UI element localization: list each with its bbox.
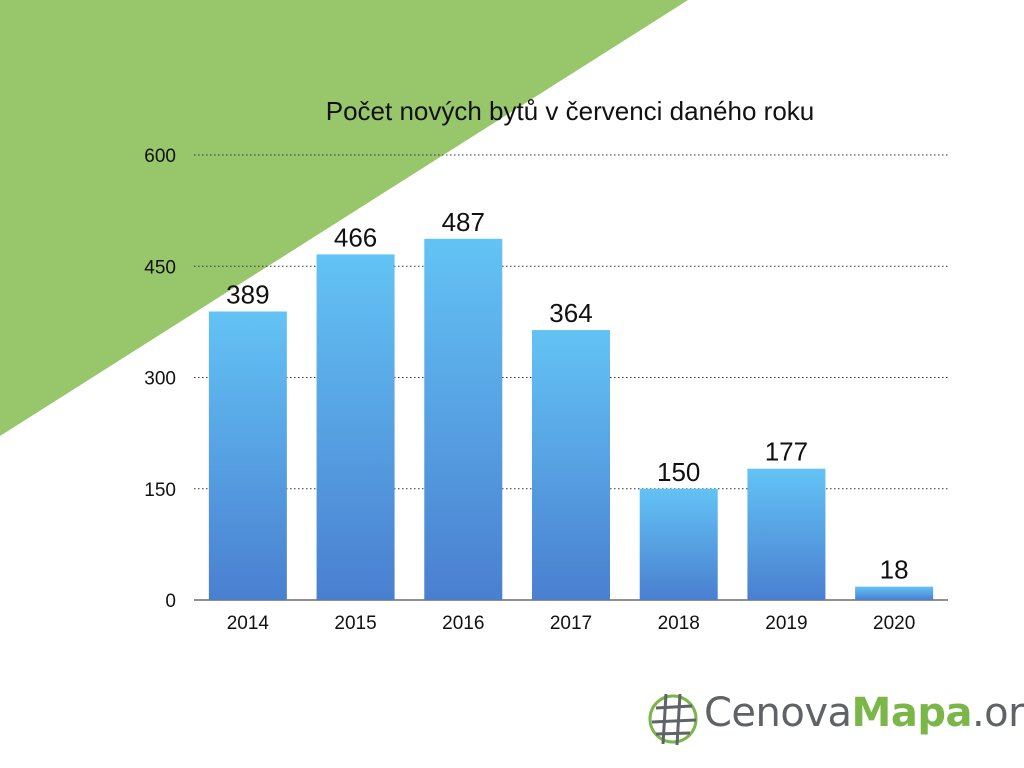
chart-title: Počet nových bytů v červenci daného roku: [325, 96, 815, 126]
data-label: 150: [657, 457, 700, 487]
x-tick-label: 2016: [442, 613, 484, 634]
x-tick-label: 2017: [550, 613, 592, 634]
y-tick-label: 150: [144, 480, 176, 501]
y-tick-label: 300: [144, 369, 176, 390]
bar: [855, 586, 934, 600]
bar: [316, 254, 395, 600]
bar: [532, 330, 610, 600]
data-label: 18: [880, 555, 909, 585]
x-tick-label: 2018: [658, 613, 700, 634]
bar: [639, 488, 718, 600]
bar: [747, 468, 826, 600]
data-label: 389: [226, 279, 269, 309]
x-tick-label: 2014: [227, 613, 270, 634]
x-tick-label: 2020: [873, 613, 915, 634]
globe-grid-icon: [648, 693, 698, 746]
data-label: 177: [765, 437, 808, 467]
data-label: 364: [549, 298, 592, 328]
data-label: 487: [442, 207, 485, 237]
y-tick-label: 0: [165, 591, 176, 612]
y-tick-label: 600: [144, 146, 176, 167]
bar: [424, 238, 503, 600]
logo-text-mapa: Mapa: [851, 690, 973, 736]
bar: [208, 311, 287, 600]
data-label: 466: [334, 222, 377, 252]
logo-text-org: .org: [971, 690, 1024, 736]
x-tick-label: 2015: [334, 613, 376, 634]
x-tick-label: 2019: [765, 613, 807, 634]
y-tick-label: 450: [144, 257, 176, 278]
logo-text-cenova: Cenova: [704, 690, 852, 736]
